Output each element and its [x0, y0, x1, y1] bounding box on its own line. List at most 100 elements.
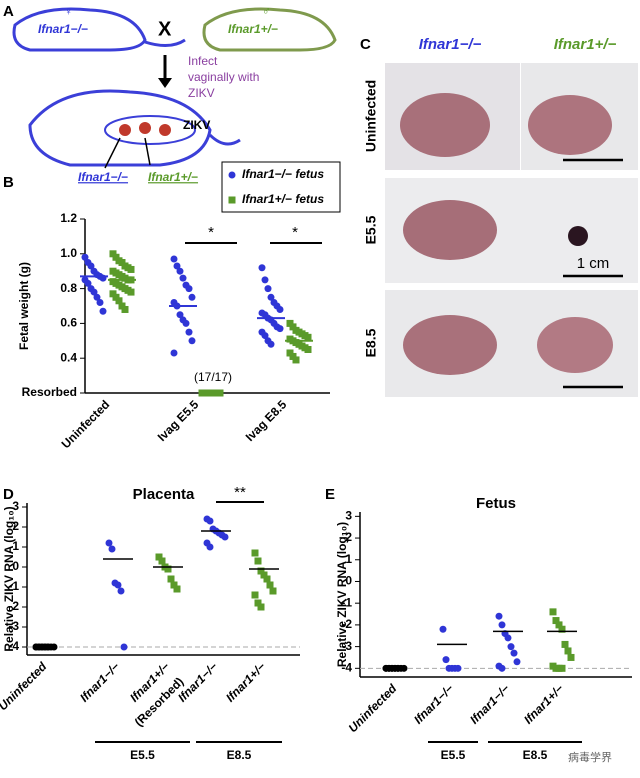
data-point	[454, 664, 462, 672]
y-tick-label: -2	[341, 617, 352, 631]
data-point	[99, 307, 107, 315]
fetuses	[119, 122, 171, 136]
resorbed-fetus-photo	[568, 226, 588, 246]
y-tick-label: Resorbed	[22, 385, 77, 399]
data-point	[394, 664, 402, 672]
data-point	[173, 262, 181, 270]
data-point	[228, 196, 236, 204]
data-point	[182, 319, 190, 327]
x-tick-label: Ivag E5.5	[155, 397, 202, 444]
photo-panel	[385, 63, 638, 397]
y-tick-label: -3	[341, 639, 352, 653]
data-point	[555, 621, 563, 629]
y-tick-label: 1	[345, 552, 352, 566]
data-point	[206, 543, 214, 551]
data-point	[257, 567, 265, 575]
data-point	[498, 621, 506, 629]
group-label: E5.5	[130, 748, 155, 762]
infection-note: ZIKV	[188, 86, 215, 100]
fetus-photo	[403, 315, 497, 375]
y-axis-label: Fetal weight (g)	[17, 262, 31, 350]
data-point	[260, 571, 268, 579]
data-point	[304, 346, 312, 353]
data-point	[549, 608, 557, 616]
data-point	[185, 285, 193, 293]
data-point	[121, 305, 129, 313]
y-tick-label: 0.4	[60, 350, 77, 364]
fetus-photo	[400, 93, 490, 157]
data-point	[84, 279, 92, 287]
data-point	[264, 285, 272, 293]
y-tick-label: 3	[12, 499, 19, 513]
data-point	[266, 581, 274, 589]
x-tick-label: Uninfected	[59, 397, 113, 451]
y-tick-label: 1.0	[60, 246, 77, 260]
data-point	[561, 640, 569, 648]
data-point	[261, 332, 269, 340]
data-point	[206, 517, 214, 525]
arrow-head	[158, 78, 172, 88]
significance: *	[292, 224, 298, 241]
data-point	[564, 647, 572, 655]
panel-label: B	[3, 174, 14, 191]
data-point	[442, 656, 450, 664]
data-point	[304, 333, 312, 341]
y-tick-label: 0	[345, 574, 352, 588]
y-axis-label: Relative ZIKV RNA (log₁₀)	[335, 522, 349, 667]
data-point	[81, 253, 89, 261]
data-point	[498, 664, 506, 672]
data-point	[276, 325, 284, 333]
x-tick-label: Ifnar1−/−	[467, 681, 512, 726]
data-point	[552, 617, 560, 625]
data-point	[400, 664, 408, 672]
data-point	[513, 658, 521, 666]
y-tick-label: 0	[12, 559, 19, 573]
data-point	[188, 293, 196, 301]
significance: *	[208, 224, 214, 241]
data-point	[170, 255, 178, 263]
female-mouse	[12, 7, 186, 52]
fetus-photo	[403, 200, 497, 260]
x-tick-label: Ifnar1+/−	[223, 659, 268, 704]
infection-note: vaginally with	[188, 70, 259, 84]
data-point	[251, 549, 259, 557]
data-point	[185, 328, 193, 336]
data-point	[155, 553, 163, 561]
sex-symbol: ♀	[64, 4, 73, 18]
column-header: Ifnar1+/−	[554, 36, 617, 53]
data-point	[204, 389, 212, 397]
group-label: E5.5	[441, 748, 466, 762]
y-tick-label: 0.8	[60, 281, 77, 295]
data-point	[567, 653, 575, 661]
x-tick-label: Ivag E8.5	[243, 397, 290, 444]
data-point	[115, 297, 123, 305]
data-point	[127, 265, 135, 273]
data-point	[120, 643, 128, 651]
data-point	[558, 625, 566, 633]
genotype-label: Ifnar1+/−	[148, 170, 198, 184]
data-point	[439, 625, 447, 633]
y-tick-label: -3	[8, 619, 19, 633]
data-point	[507, 643, 515, 651]
y-tick-label: -1	[341, 595, 352, 609]
data-point	[257, 603, 265, 611]
sex-symbol: ♂	[262, 4, 271, 18]
data-point	[90, 288, 98, 296]
panel-label: D	[3, 486, 14, 503]
y-tick-label: -1	[8, 579, 19, 593]
data-point	[179, 274, 187, 282]
data-point	[258, 264, 266, 272]
data-point	[164, 565, 172, 573]
annotation: (17/17)	[194, 370, 232, 384]
data-point	[108, 545, 116, 553]
fetus	[139, 122, 151, 134]
data-point	[558, 664, 566, 672]
data-point	[158, 557, 166, 565]
virus-label: ZIKV	[183, 118, 210, 132]
data-point	[44, 643, 52, 651]
legend-label: Ifnar1+/− fetus	[242, 192, 324, 206]
data-point	[127, 288, 135, 296]
data-point	[170, 349, 178, 357]
y-tick-label: -4	[8, 639, 19, 653]
